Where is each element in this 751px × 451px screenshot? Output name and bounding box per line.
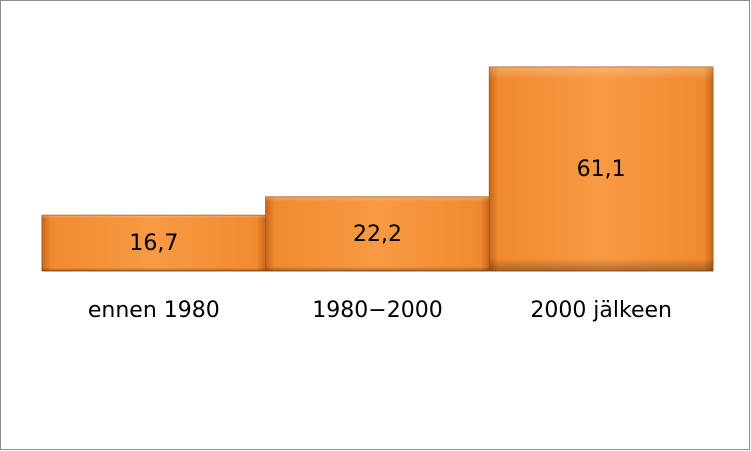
bar-shade [42,215,266,271]
bar-shade [489,67,713,271]
value-label: 22,2 [353,222,402,247]
value-label: 61,1 [577,157,626,182]
x-tick-label: 2000 jälkeen [530,298,672,323]
value-label: 16,7 [129,231,178,256]
x-tick-label: ennen 1980 [88,298,220,323]
x-tick-label: 1980−2000 [312,298,442,323]
bar-shade [265,196,490,271]
